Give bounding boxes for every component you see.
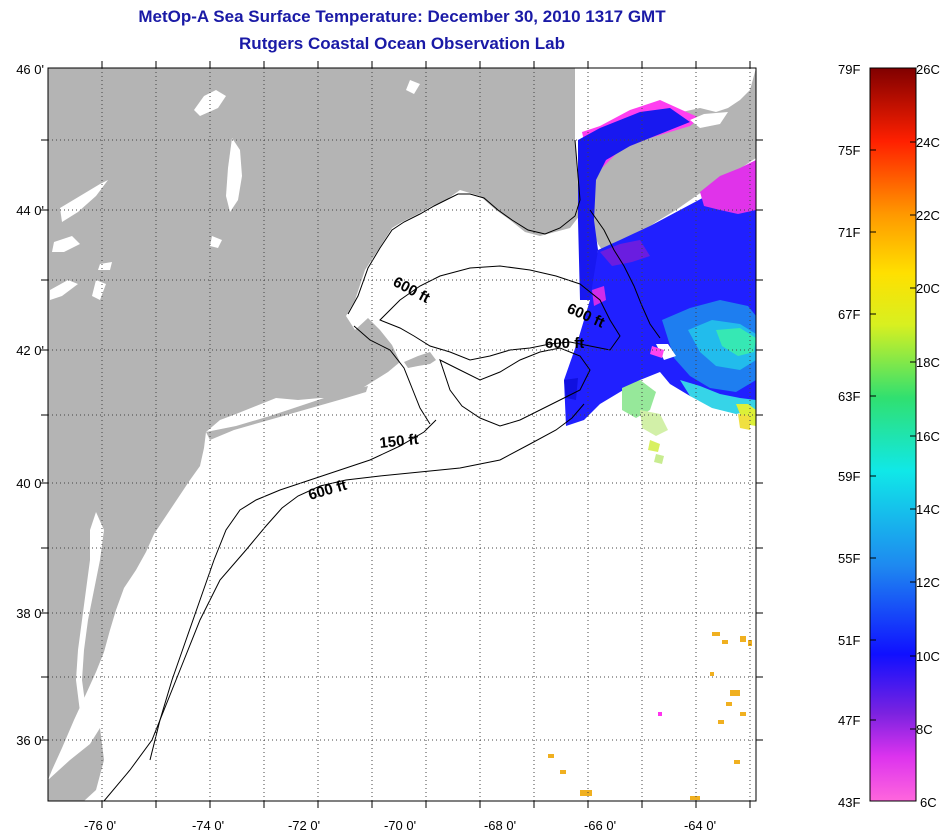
lat-label-42: 42 0'	[16, 343, 44, 358]
cb-c-10: 10C	[916, 649, 940, 664]
land-long-island	[206, 386, 368, 440]
map-title: MetOp-A Sea Surface Temperature: Decembe…	[138, 7, 666, 26]
lat-label-40: 40 0'	[16, 476, 44, 491]
cb-f-59: 59F	[838, 469, 861, 484]
lat-label-38: 38 0'	[16, 606, 44, 621]
cb-f-71: 71F	[838, 225, 861, 240]
cb-f-51: 51F	[838, 633, 861, 648]
contour-gulf-of-maine	[379, 265, 621, 361]
lon-label-74: -74 0'	[192, 818, 224, 833]
chesapeake-bay	[76, 512, 104, 712]
contour-label-600ft-channel: 600 ft	[545, 335, 584, 352]
lon-label-76: -76 0'	[84, 818, 116, 833]
cb-c-26: 26C	[916, 62, 940, 77]
cb-f-63: 63F	[838, 389, 861, 404]
contour-nova-scotia-shelf	[589, 209, 661, 339]
lon-label-68: -68 0'	[484, 818, 516, 833]
bathymetry-contours	[103, 209, 661, 801]
cb-f-43: 43F	[838, 795, 861, 810]
contour-150ft-shelf	[149, 419, 437, 761]
lon-label-72: -72 0'	[288, 818, 320, 833]
lon-label-70: -70 0'	[384, 818, 416, 833]
cb-c-22: 22C	[916, 208, 940, 223]
axis-ticks	[41, 61, 763, 808]
lat-label-44: 44 0'	[16, 203, 44, 218]
cb-f-55: 55F	[838, 551, 861, 566]
cb-f-67: 67F	[838, 307, 861, 322]
lat-label-36: 36 0'	[16, 733, 44, 748]
colorbar	[869, 67, 917, 802]
cb-c-14: 14C	[916, 502, 940, 517]
cb-f-75: 75F	[838, 143, 861, 158]
sst-warm-speckles	[548, 632, 752, 800]
lon-label-66: -66 0'	[584, 818, 616, 833]
cb-f-47: 47F	[838, 713, 861, 728]
cb-c-8: 8C	[916, 722, 933, 737]
cb-c-16: 16C	[916, 429, 940, 444]
lat-label-46: 46 0'	[16, 62, 44, 77]
contour-label-150ft: 150 ft	[379, 431, 420, 452]
land-mainland	[48, 68, 580, 780]
land-delmarva	[48, 728, 104, 801]
colorbar-ticks	[870, 141, 916, 730]
land-cape-cod	[404, 352, 436, 368]
contour-600ft-shelf	[103, 403, 585, 801]
cb-c-24: 24C	[916, 135, 940, 150]
cb-c-12: 12C	[916, 575, 940, 590]
coastline-gulf-of-maine	[347, 139, 581, 315]
cb-f-79: 79F	[838, 62, 861, 77]
cb-c-20: 20C	[916, 281, 940, 296]
map-subtitle: Rutgers Coastal Ocean Observation Lab	[239, 34, 565, 53]
contour-georges-bank	[439, 347, 591, 427]
sst-magenta-speckles	[658, 712, 662, 716]
contour-inner-shelf	[353, 325, 431, 425]
cb-c-6: 6C	[920, 795, 937, 810]
cb-c-18: 18C	[916, 355, 940, 370]
lon-label-64: -64 0'	[684, 818, 716, 833]
sst-data-field	[564, 100, 756, 464]
map-frame	[47, 67, 757, 802]
